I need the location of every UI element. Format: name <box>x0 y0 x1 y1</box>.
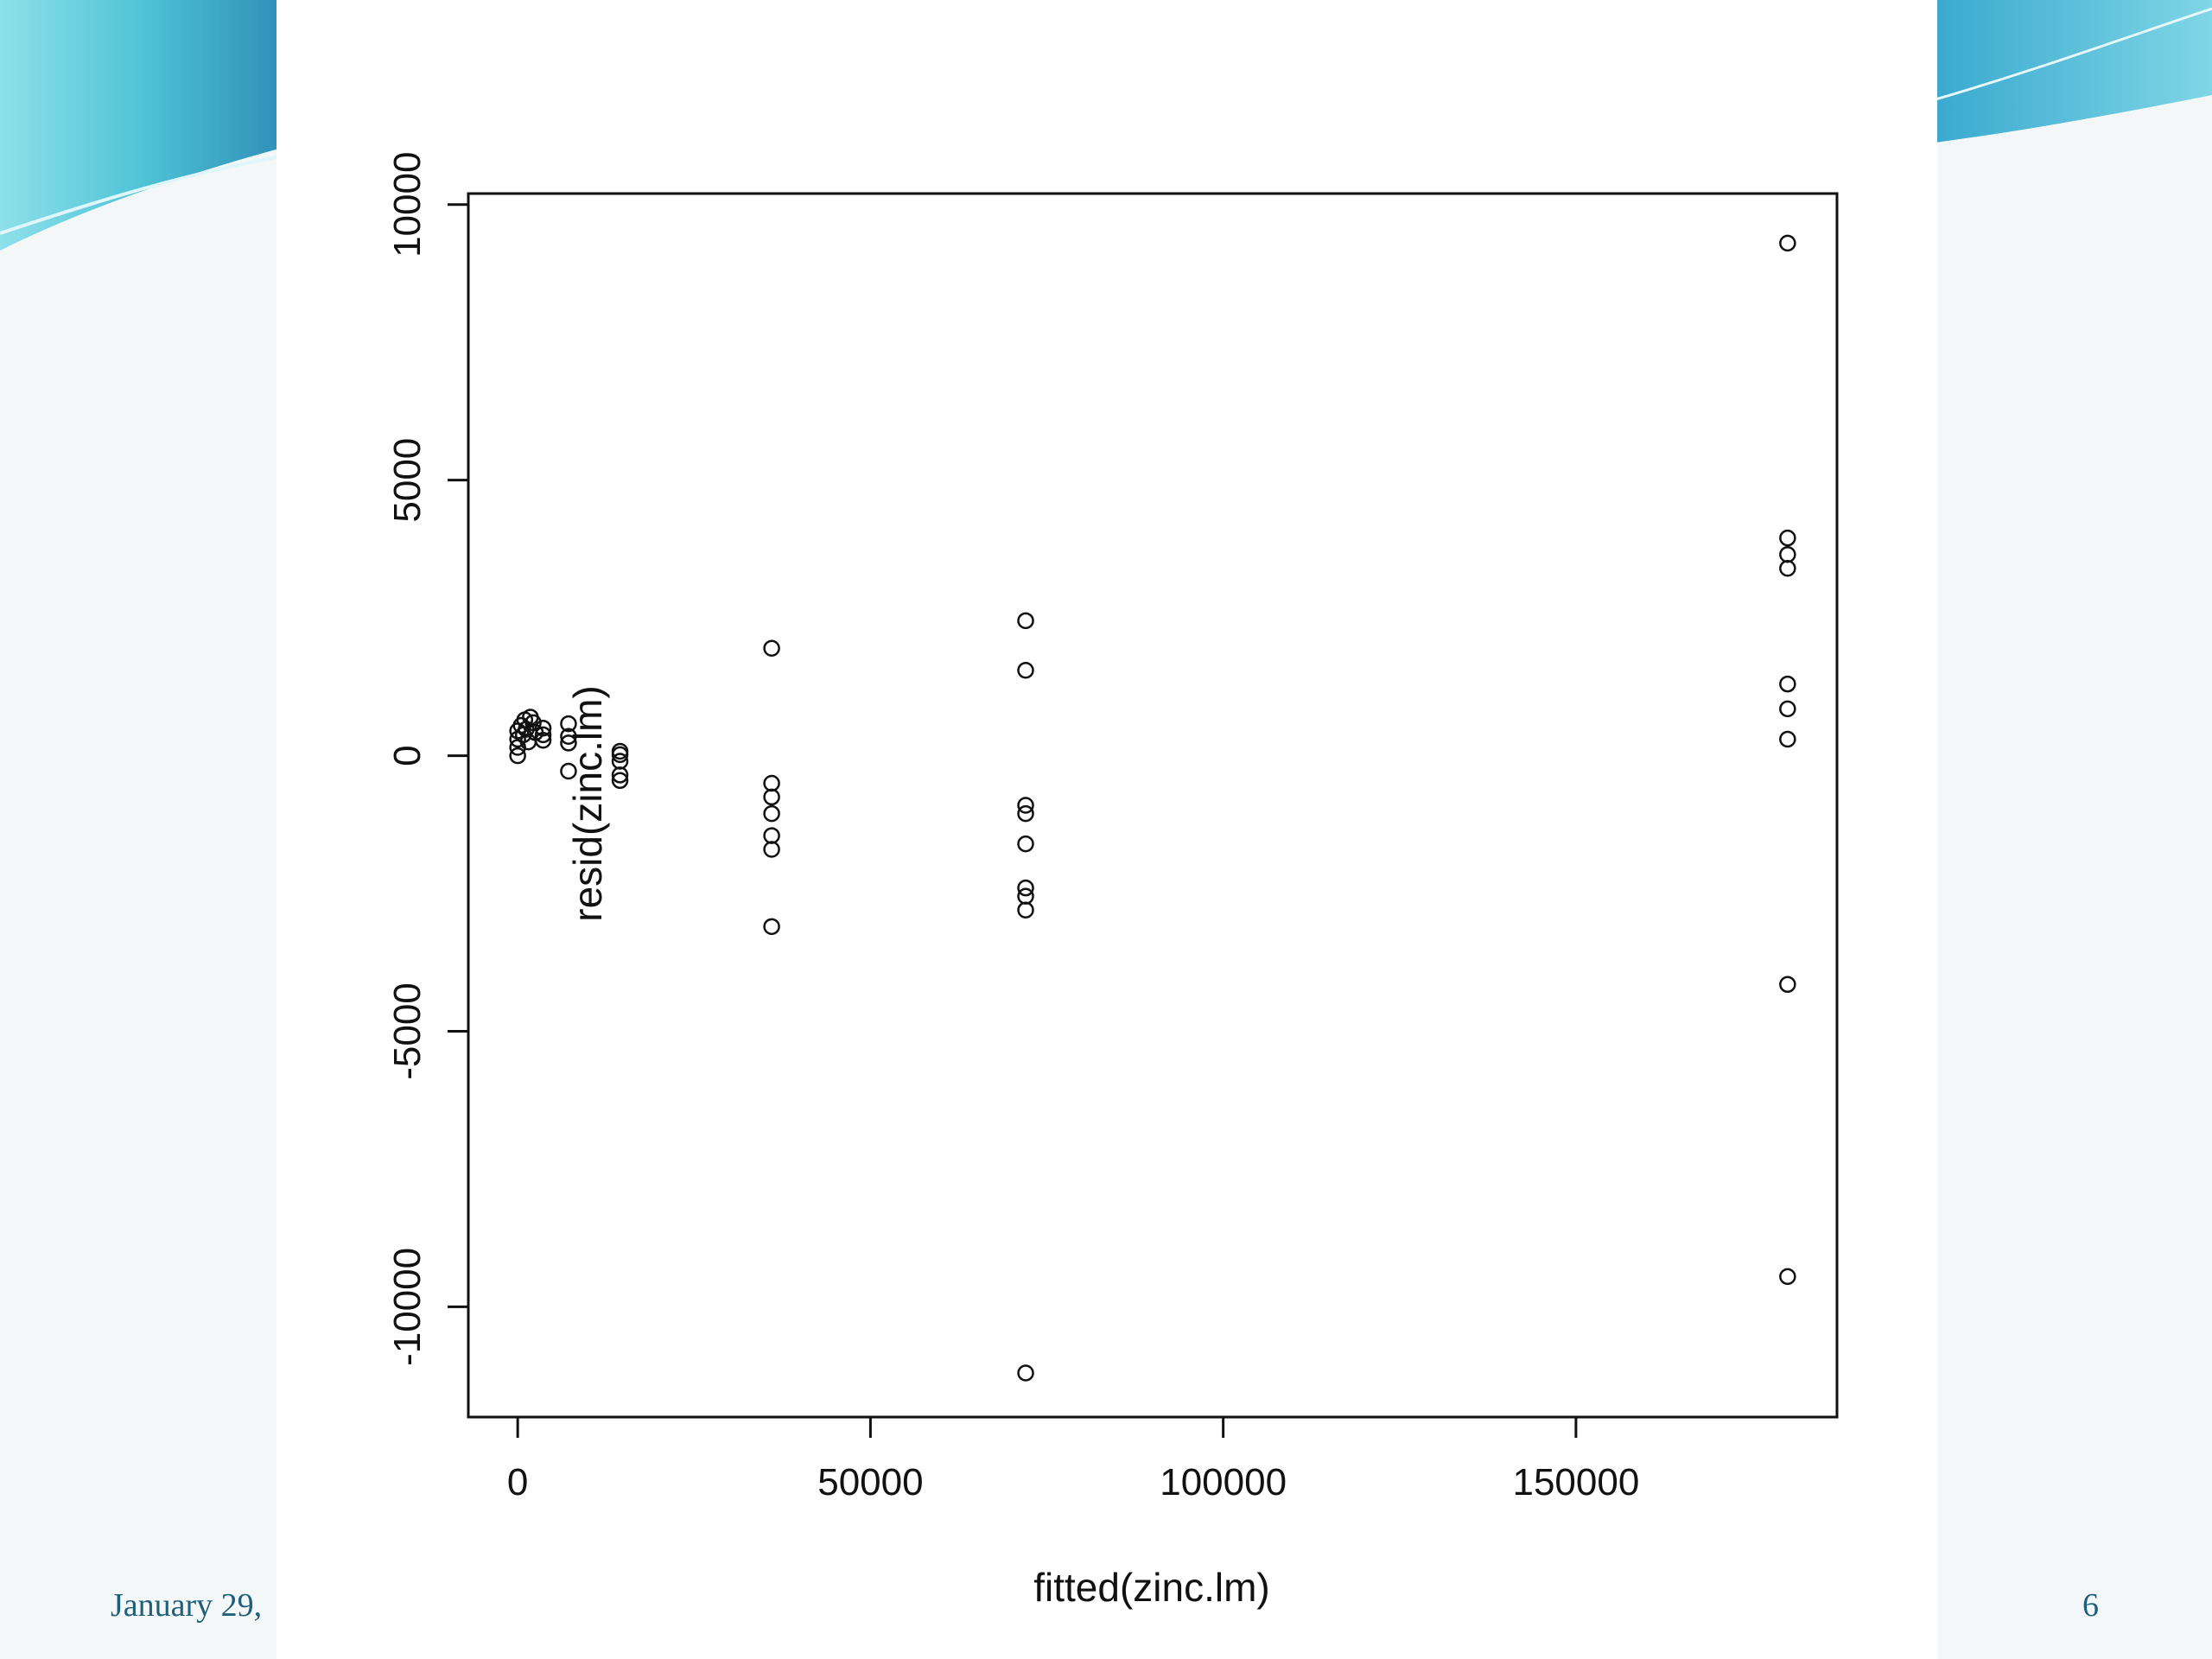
data-point <box>1779 546 1796 563</box>
data-point <box>534 726 552 744</box>
data-point <box>1779 234 1796 252</box>
data-point <box>534 719 552 737</box>
y-axis-title: resid(zinc.lm) <box>565 685 610 921</box>
data-point <box>560 762 577 780</box>
data-point <box>1017 901 1034 918</box>
data-point <box>611 772 629 790</box>
right-swoosh-line <box>1935 7 2212 101</box>
data-point <box>611 766 629 784</box>
data-point <box>509 747 526 765</box>
plot-frame <box>467 192 1839 1419</box>
data-point <box>1779 976 1796 994</box>
data-point <box>1017 661 1034 679</box>
data-point <box>763 774 780 792</box>
plot-figure: 0 50000 100000 150000 -10000 -5000 0 5000 10000… <box>276 0 1937 1659</box>
data-point <box>560 734 577 752</box>
data-point <box>763 918 780 936</box>
left-swoosh-line <box>0 154 286 235</box>
left-swoosh <box>0 0 285 251</box>
y-tick-label: 10000 <box>386 152 429 257</box>
y-axis: -10000 -5000 0 5000 10000 <box>386 152 470 1366</box>
data-point <box>524 714 542 732</box>
data-point <box>1779 730 1796 748</box>
data-point <box>1779 1268 1796 1286</box>
data-point <box>763 827 780 844</box>
data-point <box>763 804 780 823</box>
data-point <box>1017 835 1034 853</box>
data-point <box>1017 797 1034 814</box>
data-point <box>1017 1364 1034 1382</box>
data-point <box>763 639 780 657</box>
data-point <box>560 728 577 746</box>
y-tick-label: 5000 <box>386 438 429 523</box>
x-tick-label: 50000 <box>817 1461 923 1503</box>
data-point <box>1779 675 1796 693</box>
data-point <box>560 715 577 733</box>
x-axis: 0 50000 100000 150000 <box>507 1415 1639 1503</box>
y-tick-label: -10000 <box>386 1248 429 1366</box>
scatter-plot: 0 50000 100000 150000 -10000 -5000 0 5000 10000… <box>386 152 1839 1610</box>
x-axis-title: fitted(zinc.lm) <box>1033 1565 1269 1610</box>
right-swoosh <box>1936 0 2212 143</box>
data-point <box>1779 700 1796 718</box>
data-point <box>611 746 629 764</box>
y-tick-label: 0 <box>386 745 429 766</box>
x-tick-label: 150000 <box>1512 1461 1639 1503</box>
data-point <box>763 788 780 806</box>
data-point <box>1779 529 1796 547</box>
data-point <box>1017 879 1034 897</box>
x-tick-label: 0 <box>507 1461 528 1503</box>
y-tick-label: -5000 <box>386 982 429 1080</box>
data-point <box>1017 804 1034 823</box>
data-point <box>1779 559 1796 577</box>
footer-date: January 29, <box>111 1587 263 1624</box>
data-point <box>763 841 780 858</box>
slide-page-number: 6 <box>2082 1587 2099 1624</box>
data-points <box>509 234 1796 1382</box>
x-tick-label: 100000 <box>1160 1461 1287 1503</box>
data-point <box>534 731 552 749</box>
data-point <box>1017 612 1034 630</box>
